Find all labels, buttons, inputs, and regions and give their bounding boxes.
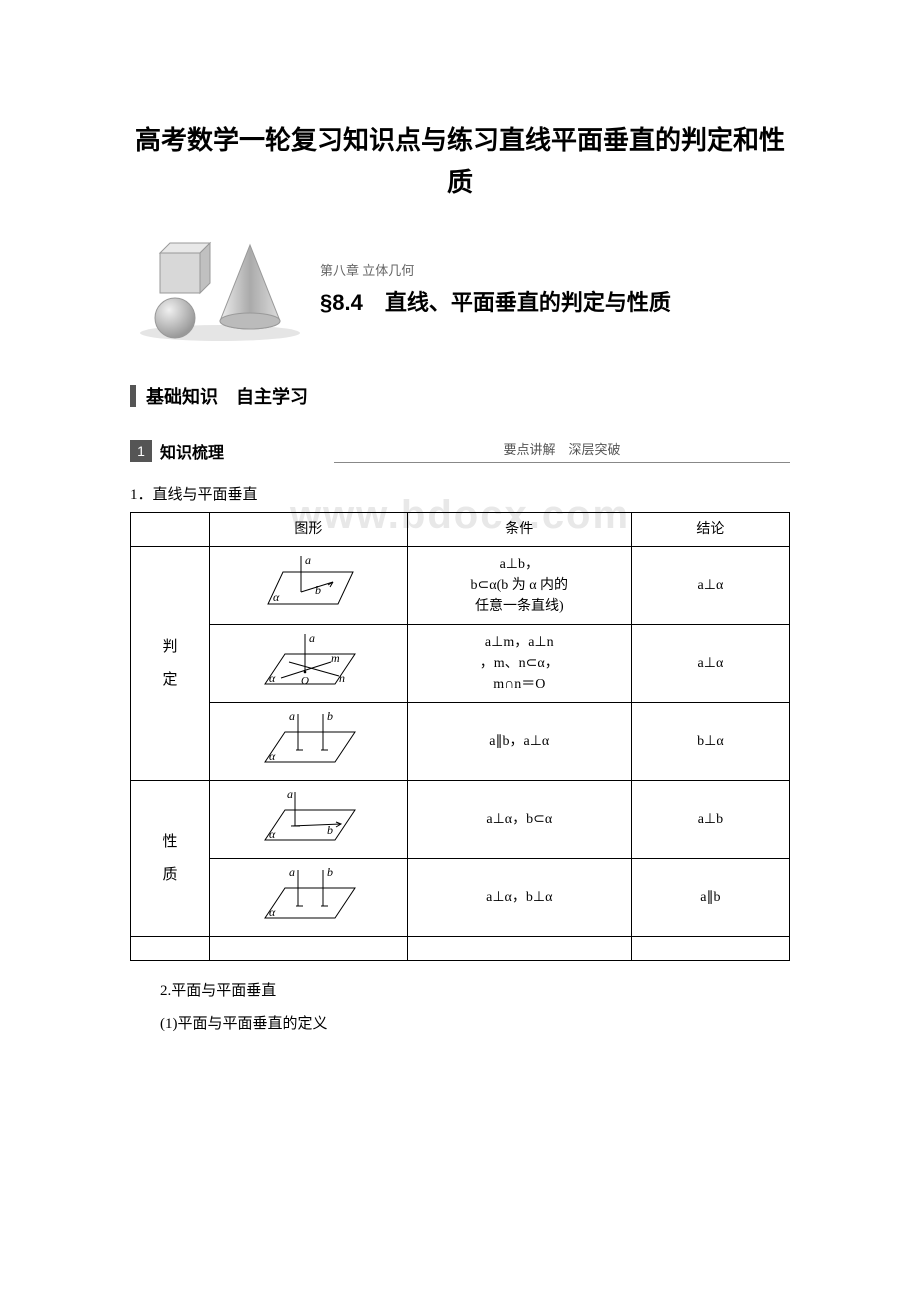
side-label-determine: 判 定 <box>131 547 210 781</box>
subsection-title: 基础知识 自主学习 <box>146 383 308 409</box>
svg-text:α: α <box>269 905 276 919</box>
section-title: §8.4 直线、平面垂直的判定与性质 <box>320 285 671 317</box>
figure-cell: a b α <box>210 547 408 625</box>
svg-text:b: b <box>315 583 321 597</box>
subsection-heading: 基础知识 自主学习 <box>130 383 790 409</box>
table-row: 判 定 a b α a⊥b， b⊂α(b 为 α 内的 任意一条直线) a⊥α <box>131 547 790 625</box>
conclusion-cell: a∥b <box>631 859 789 937</box>
knowledge-heading: 1 知识梳理 要点讲解 深层突破 <box>130 439 790 463</box>
svg-text:α: α <box>269 827 276 841</box>
side-label-property: 性 质 <box>131 781 210 937</box>
perpendicular-table: 图形 条件 结论 判 定 a b α a⊥b， b⊂α(b 为 α 内的 任意一… <box>130 512 790 961</box>
conclusion-cell: a⊥α <box>631 625 789 703</box>
table-header-row: 图形 条件 结论 <box>131 513 790 547</box>
table-row: 性 质 a b α a⊥α，b⊂α a⊥b <box>131 781 790 859</box>
page-title: 高考数学一轮复习知识点与练习直线平面垂直的判定和性质 <box>130 120 790 203</box>
svg-text:O: O <box>301 675 309 687</box>
condition-cell: a⊥m，a⊥n ，m、n⊂α， m∩n＝O <box>407 625 631 703</box>
svg-text:a: a <box>309 632 315 645</box>
knowledge-subtitle: 要点讲解 深层突破 <box>334 439 790 463</box>
table-header: 图形 <box>210 513 408 547</box>
svg-text:b: b <box>327 710 333 723</box>
svg-text:a: a <box>289 866 295 879</box>
table-row: a b α a⊥α，b⊥α a∥b <box>131 859 790 937</box>
condition-cell: a⊥b， b⊂α(b 为 α 内的 任意一条直线) <box>407 547 631 625</box>
svg-text:α: α <box>269 671 276 685</box>
number-box: 1 <box>130 440 152 462</box>
topic2-line1: (1)平面与平面垂直的定义 <box>130 1010 790 1039</box>
figure-cell: a b α <box>210 859 408 937</box>
table-empty-row <box>131 937 790 961</box>
figure-cell: a b α <box>210 703 408 781</box>
condition-cell: a⊥α，b⊥α <box>407 859 631 937</box>
svg-text:α: α <box>273 590 280 604</box>
chapter-label: 第八章 立体几何 <box>320 260 671 279</box>
conclusion-cell: a⊥α <box>631 547 789 625</box>
condition-cell: a∥b，a⊥α <box>407 703 631 781</box>
conclusion-cell: a⊥b <box>631 781 789 859</box>
banner-shapes-icon <box>130 233 310 343</box>
table-row: a b α a∥b，a⊥α b⊥α <box>131 703 790 781</box>
condition-cell: a⊥α，b⊂α <box>407 781 631 859</box>
topic2-heading: 2.平面与平面垂直 <box>130 977 790 1006</box>
svg-text:a: a <box>305 554 311 567</box>
table-header <box>131 513 210 547</box>
conclusion-cell: b⊥α <box>631 703 789 781</box>
svg-text:a: a <box>289 710 295 723</box>
svg-text:a: a <box>287 788 293 801</box>
table-header: 条件 <box>407 513 631 547</box>
table-row: a m n O α a⊥m，a⊥n ，m、n⊂α， m∩n＝O a⊥α <box>131 625 790 703</box>
knowledge-label: 知识梳理 <box>160 439 224 463</box>
svg-text:α: α <box>269 749 276 763</box>
svg-text:m: m <box>331 651 340 665</box>
figure-cell: a m n O α <box>210 625 408 703</box>
svg-text:b: b <box>327 823 333 837</box>
svg-text:b: b <box>327 866 333 879</box>
figure-cell: a b α <box>210 781 408 859</box>
table-header: 结论 <box>631 513 789 547</box>
accent-block-icon <box>130 385 136 407</box>
topic1-heading: 1．直线与平面垂直 <box>130 483 790 504</box>
chapter-banner: 第八章 立体几何 §8.4 直线、平面垂直的判定与性质 <box>130 233 790 343</box>
svg-text:n: n <box>339 671 345 685</box>
